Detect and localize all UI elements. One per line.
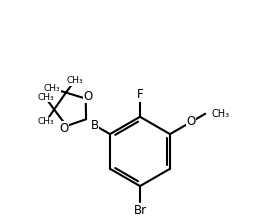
Text: O: O xyxy=(60,122,69,135)
Text: CH₃: CH₃ xyxy=(43,84,60,93)
Text: CH₃: CH₃ xyxy=(38,117,54,126)
Text: CH₃: CH₃ xyxy=(211,109,229,119)
Text: CH₃: CH₃ xyxy=(37,93,54,102)
Text: O: O xyxy=(186,115,196,128)
Text: CH₃: CH₃ xyxy=(66,76,83,85)
Text: F: F xyxy=(137,88,143,101)
Text: B: B xyxy=(91,119,99,132)
Text: O: O xyxy=(83,90,93,103)
Text: Br: Br xyxy=(134,204,146,217)
